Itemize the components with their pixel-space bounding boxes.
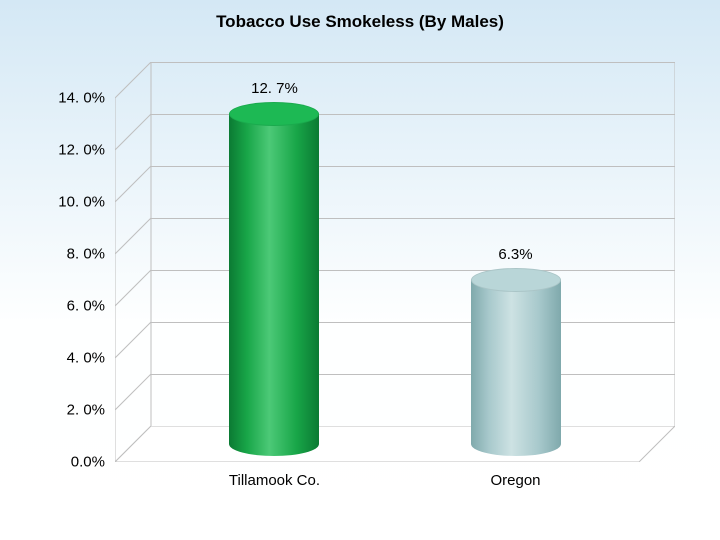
- y-tick-label: 4. 0%: [67, 350, 105, 367]
- y-tick-label: 12. 0%: [58, 142, 105, 159]
- y-tick-label: 2. 0%: [67, 402, 105, 419]
- x-tick-label: Tillamook Co.: [204, 472, 344, 489]
- gridline: [151, 62, 675, 63]
- data-label: 6.3%: [471, 246, 561, 263]
- plot-floor: [115, 426, 675, 462]
- y-tick-label: 10. 0%: [58, 194, 105, 211]
- bar-0: [229, 114, 319, 444]
- y-tick-label: 6. 0%: [67, 298, 105, 315]
- x-tick-label: Oregon: [446, 472, 586, 489]
- data-label: 12. 7%: [229, 80, 319, 97]
- plot-area: [115, 62, 675, 462]
- y-tick-label: 0.0%: [71, 454, 105, 471]
- y-tick-label: 8. 0%: [67, 246, 105, 263]
- chart-title: Tobacco Use Smokeless (By Males): [0, 12, 720, 32]
- bar-1: [471, 280, 561, 444]
- y-tick-label: 14. 0%: [58, 90, 105, 107]
